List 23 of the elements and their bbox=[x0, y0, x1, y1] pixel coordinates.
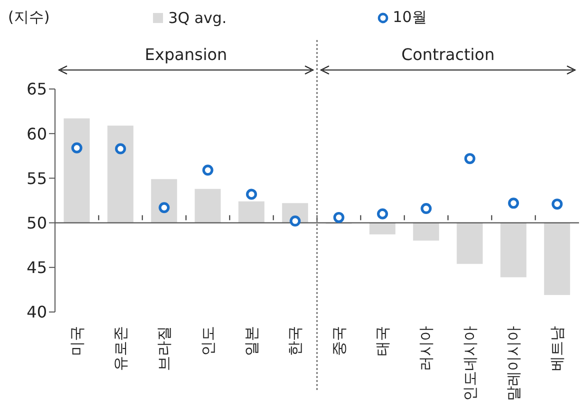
x-tick-label: 태국 bbox=[374, 326, 392, 356]
y-tick-label: 60 bbox=[26, 124, 47, 144]
y-tick-label: 50 bbox=[26, 213, 47, 232]
x-tick-label: 미국 bbox=[68, 326, 86, 356]
x-tick-label: 중국 bbox=[330, 326, 348, 356]
x-tick-label: 브라질 bbox=[155, 326, 174, 371]
x-tick-label: 인도네시아 bbox=[460, 326, 479, 401]
x-tick-label: 유로존 bbox=[112, 326, 130, 371]
x-tick-label: 말레이시아 bbox=[504, 326, 522, 401]
text: Expansion bbox=[144, 45, 228, 64]
x-tick-label: 베트남 bbox=[548, 326, 566, 371]
x-tick-label: 일본 bbox=[242, 326, 260, 356]
y-tick-label: 45 bbox=[26, 258, 47, 278]
y-tick-label: 55 bbox=[26, 168, 47, 188]
x-tick-label: 러시아 bbox=[417, 326, 436, 371]
text: Contraction bbox=[401, 45, 495, 64]
x-tick-label: 인도 bbox=[198, 326, 217, 356]
y-tick-label: 65 bbox=[26, 80, 47, 99]
legend-label: 3Q avg. bbox=[167, 8, 227, 27]
y-axis-title: (지수) bbox=[8, 8, 50, 27]
y-tick-label: 40 bbox=[26, 302, 47, 322]
legend-label: 10월 bbox=[392, 8, 427, 27]
x-tick-label: 한국 bbox=[286, 326, 304, 356]
